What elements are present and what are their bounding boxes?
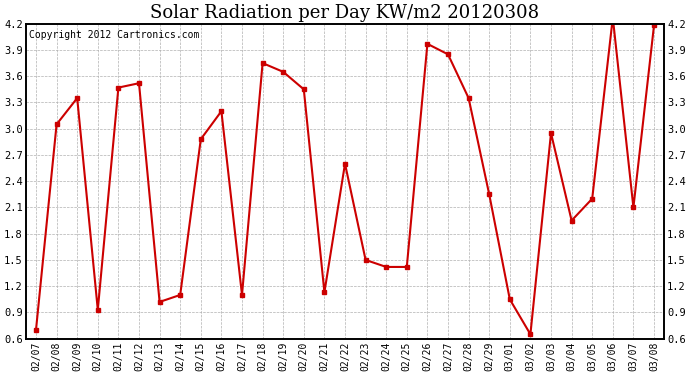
Text: Copyright 2012 Cartronics.com: Copyright 2012 Cartronics.com [29,30,199,40]
Title: Solar Radiation per Day KW/m2 20120308: Solar Radiation per Day KW/m2 20120308 [150,4,540,22]
